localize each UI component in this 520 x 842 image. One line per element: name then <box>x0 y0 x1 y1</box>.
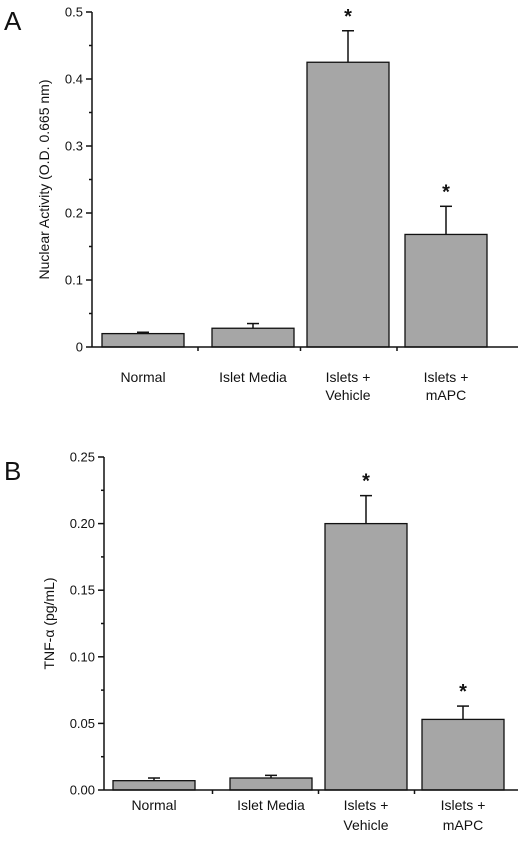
panel-label: A <box>4 6 22 36</box>
bar <box>211 327 295 348</box>
y-tick-label: 0 <box>76 340 83 355</box>
y-tick-label: 0.00 <box>70 783 95 798</box>
category-label: Vehicle <box>325 387 370 403</box>
bar <box>324 522 408 791</box>
bar <box>101 332 185 348</box>
category-label: Islets + <box>326 369 371 385</box>
bar <box>421 718 505 791</box>
y-tick-label: 0.05 <box>70 716 95 731</box>
category-label: Islets + <box>441 797 486 813</box>
category-label: Islets + <box>344 797 389 813</box>
y-axis-title: TNF-α (pg/mL) <box>41 577 57 669</box>
significance-marker: * <box>362 471 370 493</box>
bar <box>112 780 196 791</box>
category-label: Vehicle <box>343 817 388 833</box>
y-axis-title: Nuclear Activity (O.D. 0.665 nm) <box>36 80 52 280</box>
y-tick-label: 0.15 <box>70 583 95 598</box>
y-tick-label: 0.4 <box>65 72 83 87</box>
bar <box>306 61 390 348</box>
category-label: mAPC <box>426 387 466 403</box>
panel-label: B <box>4 456 21 486</box>
y-tick-label: 0.5 <box>65 5 83 20</box>
y-tick-label: 0.25 <box>70 450 95 465</box>
significance-marker: * <box>344 6 352 28</box>
category-label: Islet Media <box>237 797 305 813</box>
category-label: Normal <box>120 369 165 385</box>
category-label: Normal <box>131 797 176 813</box>
y-tick-label: 0.1 <box>65 273 83 288</box>
bar <box>229 777 313 791</box>
chart-panel-a: A Normal Islet Media * Islets + Vehicle * Islet… <box>4 5 518 403</box>
y-tick-label: 0.2 <box>65 206 83 221</box>
category-label: Islets + <box>424 369 469 385</box>
y-tick-label: 0.10 <box>70 649 95 664</box>
bar <box>404 233 488 348</box>
y-tick-label: 0.20 <box>70 516 95 531</box>
category-label: mAPC <box>443 817 483 833</box>
significance-marker: * <box>459 681 467 703</box>
y-tick-label: 0.3 <box>65 139 83 154</box>
significance-marker: * <box>442 181 450 203</box>
chart-panel-b: B Normal Islet Media * Islets + Vehicle * Islet… <box>4 450 518 833</box>
category-label: Islet Media <box>219 369 287 385</box>
